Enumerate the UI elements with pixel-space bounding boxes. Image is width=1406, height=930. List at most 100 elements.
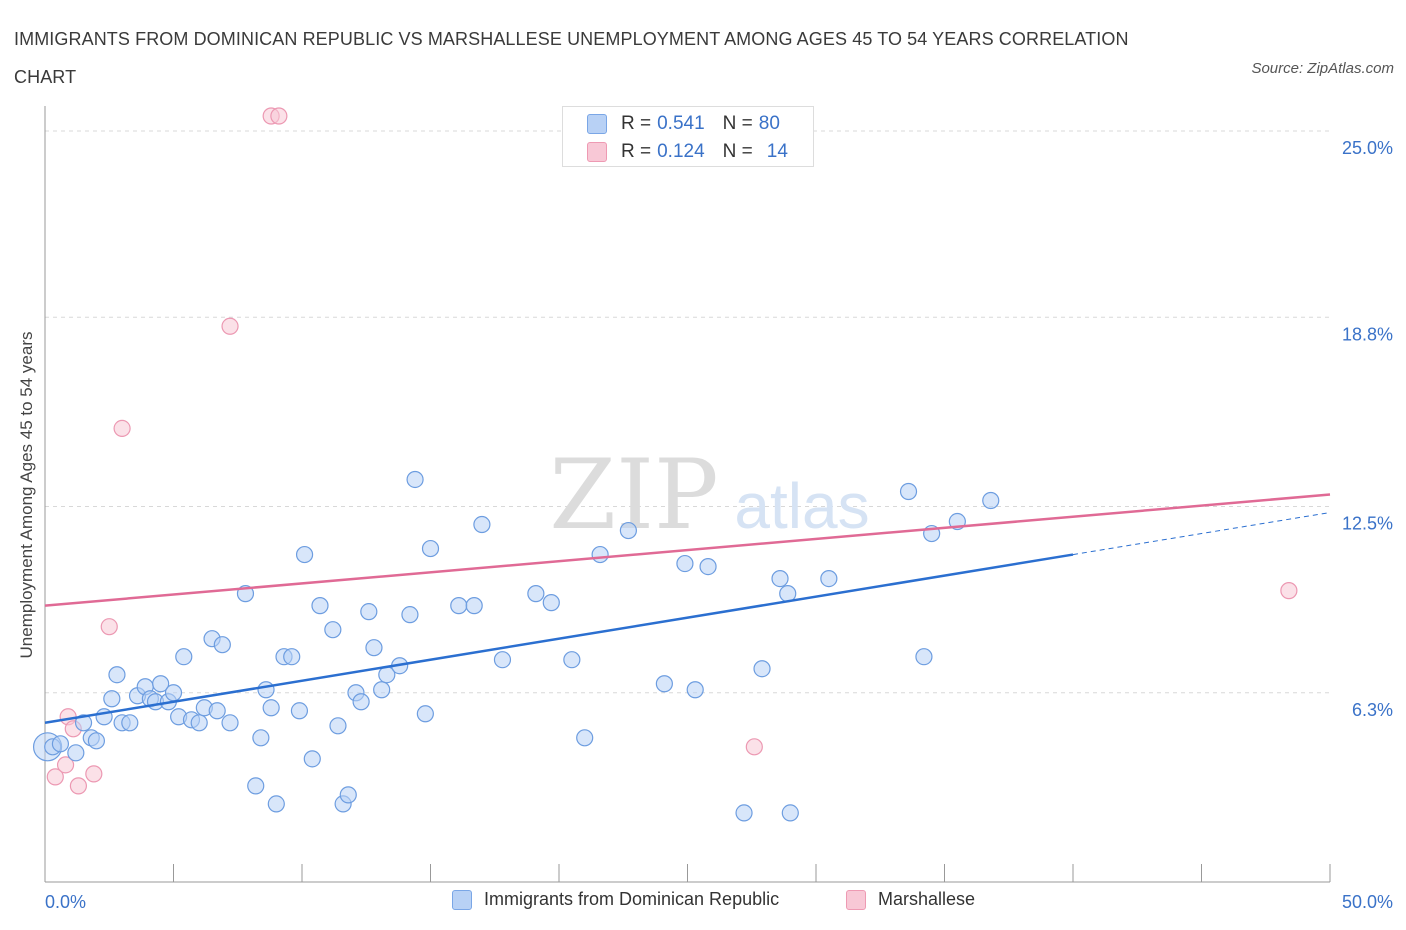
- dominican-point: [401, 606, 419, 624]
- legend-label-marshallese: Marshallese: [878, 889, 976, 909]
- dominican-point: [152, 675, 170, 693]
- marshallese-point: [85, 765, 103, 783]
- dominican-point: [365, 639, 383, 657]
- dominican-point: [676, 554, 694, 573]
- dominican-point: [283, 648, 301, 666]
- dominican-point: [473, 515, 491, 534]
- marshallese-point: [56, 756, 75, 774]
- dominican-point: [67, 744, 85, 762]
- dominican-point: [175, 648, 193, 666]
- series-legend: Immigrants from Dominican Republic Marsh…: [0, 889, 1406, 915]
- dominican-point: [915, 648, 933, 666]
- dominican-point: [576, 729, 594, 747]
- dominican-point: [493, 651, 512, 669]
- dominican-point: [267, 795, 285, 813]
- dominican-point: [563, 651, 581, 669]
- dominican-point: [257, 681, 275, 699]
- marshallese-point: [113, 419, 131, 438]
- marshallese-trend-line: [44, 493, 1331, 607]
- y-tick-label: 25.0%: [1342, 138, 1393, 158]
- dominican-point: [899, 482, 918, 501]
- chart-title: IMMIGRANTS FROM DOMINICAN REPUBLIC VS MA…: [14, 29, 1129, 87]
- dominican-trend-line: [44, 553, 1074, 725]
- dominican-point: [591, 545, 609, 564]
- dominican-point: [74, 714, 93, 732]
- n-label: N =: [722, 141, 753, 162]
- dominican-point: [781, 804, 799, 822]
- dominican-point: [324, 621, 342, 639]
- legend-row-marshallese: R = 0.124 N = 14: [587, 140, 788, 164]
- marshallese-point: [69, 777, 88, 795]
- r-label: R =: [621, 141, 652, 162]
- dominican-point: [527, 585, 545, 603]
- dominican-point: [190, 714, 208, 732]
- dominican-point: [252, 729, 270, 747]
- y-tick-labels: 6.3% 12.5% 18.8% 25.0%: [1342, 138, 1393, 720]
- series-marshallese-points: [46, 107, 1298, 795]
- dominican-point: [303, 750, 321, 768]
- x-tick-labels: 0.0% 50.0%: [45, 892, 1393, 912]
- n-label: N =: [722, 113, 753, 134]
- dominican-point: [421, 539, 440, 558]
- dominican-point: [360, 603, 378, 621]
- legend-item-dominican: Immigrants from Dominican Republic: [452, 889, 779, 910]
- marshallese-point: [1280, 582, 1298, 600]
- dominican-point: [295, 545, 314, 564]
- dominican-point: [213, 636, 231, 654]
- dominican-point: [416, 705, 434, 723]
- n-value: 14: [766, 141, 788, 162]
- dominican-point: [51, 735, 70, 753]
- y-tick-label: 6.3%: [1352, 700, 1393, 720]
- dominican-point: [339, 786, 357, 804]
- r-label: R =: [621, 113, 652, 134]
- dominican-trend-extension: [1072, 512, 1331, 556]
- dominican-point: [465, 597, 483, 615]
- marshallese-point: [46, 768, 64, 786]
- legend-swatch-blue: [587, 114, 607, 134]
- dominican-point: [686, 681, 704, 699]
- legend-item-marshallese: Marshallese: [846, 889, 975, 910]
- correlation-legend: R = 0.541 N = 80 R = 0.124 N = 14: [562, 106, 814, 167]
- dominican-point: [699, 557, 717, 576]
- watermark-atlas: atlas: [734, 470, 869, 542]
- dominican-point: [121, 714, 139, 732]
- watermark: ZIP atlas: [549, 439, 869, 551]
- dominican-point: [406, 470, 424, 489]
- dominican-point: [450, 597, 468, 615]
- dominican-point: [208, 702, 226, 720]
- source-label: Source: ZipAtlas.com: [1251, 60, 1394, 77]
- dominican-point: [87, 732, 106, 750]
- dominican-point: [329, 717, 347, 735]
- x-tick-label: 50.0%: [1342, 892, 1393, 912]
- dominican-point: [262, 699, 280, 717]
- r-value: 0.124: [657, 141, 705, 162]
- dominican-point: [164, 684, 183, 702]
- legend-label-dominican: Immigrants from Dominican Republic: [484, 889, 780, 909]
- dominican-point: [352, 693, 370, 711]
- dominican-point: [735, 804, 753, 822]
- dominican-point: [655, 675, 673, 693]
- marshallese-point: [100, 618, 118, 636]
- dominican-point: [753, 660, 771, 678]
- x-tick-label: 0.0%: [45, 892, 86, 912]
- legend-swatch-pink: [587, 142, 607, 162]
- y-tick-label: 18.8%: [1342, 324, 1393, 344]
- legend-row-dominican: R = 0.541 N = 80: [587, 112, 780, 136]
- y-tick-label: 12.5%: [1342, 514, 1393, 534]
- dominican-point: [373, 681, 391, 699]
- dominican-point: [542, 594, 560, 612]
- dominican-point: [290, 702, 309, 720]
- dominican-point: [103, 690, 121, 708]
- dominican-point: [982, 491, 1000, 510]
- trend-lines: [44, 493, 1331, 725]
- r-value: 0.541: [657, 113, 705, 134]
- dominican-point: [221, 714, 239, 732]
- dominican-point: [311, 597, 329, 615]
- y-axis-label: Unemployment Among Ages 45 to 54 years: [17, 331, 36, 659]
- marshallese-point: [270, 107, 288, 125]
- dominican-point: [108, 666, 126, 684]
- dominican-point: [771, 570, 789, 588]
- legend-swatch-blue: [452, 889, 472, 910]
- marshallese-point: [221, 317, 239, 335]
